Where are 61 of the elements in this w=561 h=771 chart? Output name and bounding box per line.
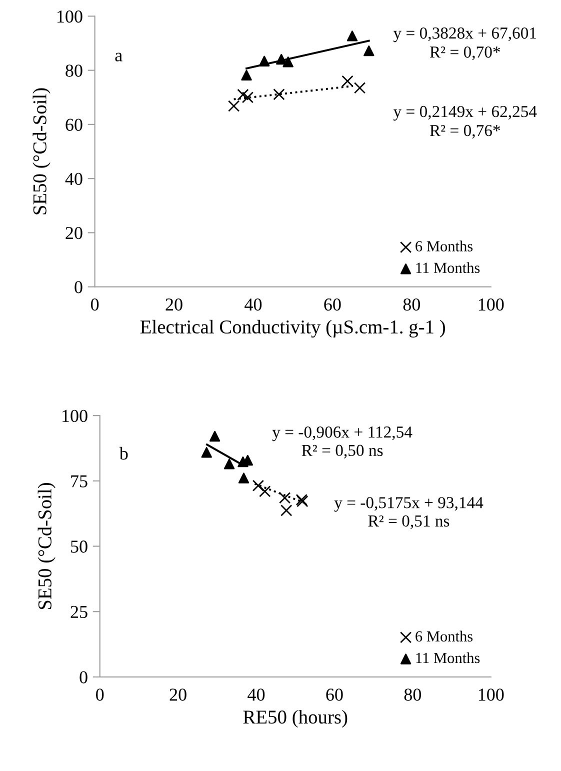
- point: [278, 492, 291, 504]
- annotation: y = -0,5175x + 93,144: [334, 497, 484, 512]
- x-tick-label: 40: [248, 688, 265, 701]
- annotation: R² = 0,50 ns: [302, 444, 383, 458]
- y-tick-label: 0: [74, 281, 82, 294]
- point: [346, 30, 358, 42]
- point: [280, 504, 292, 516]
- y-tick-label: 75: [71, 475, 88, 488]
- y-tick-label: 50: [71, 540, 88, 553]
- y-tick-label: 100: [58, 10, 82, 23]
- y-tick-label: 60: [66, 118, 82, 131]
- y-axis-title: SE50 (°Cd-Soil): [38, 482, 56, 610]
- annotation: R² = 0,76*: [430, 124, 500, 139]
- x-tick-label: 0: [90, 298, 99, 311]
- y-tick-label: 100: [62, 410, 88, 422]
- y-axis-title: SE50 (°Cd-Soil): [32, 88, 50, 214]
- point: [282, 56, 294, 68]
- point: [209, 430, 220, 442]
- annotation: R² = 0,51 ns: [368, 515, 450, 530]
- annotation: a: [115, 52, 122, 62]
- point: [273, 88, 285, 100]
- y-tick-label: 80: [66, 64, 82, 77]
- point: [238, 472, 250, 484]
- y-tick-label: 0: [80, 671, 88, 684]
- x-tick-label: 20: [166, 298, 182, 311]
- annotation: y = 0,2149x + 62,254: [393, 106, 537, 121]
- point: [241, 70, 252, 81]
- x-axis-title: RE50 (hours): [243, 710, 348, 728]
- point: [201, 447, 212, 458]
- annotation: b: [119, 446, 128, 460]
- legend-label: 6 Months: [416, 630, 473, 642]
- x-tick-label: 60: [326, 688, 343, 701]
- x-tick-label: 80: [404, 688, 422, 701]
- point: [364, 45, 374, 56]
- annotation: R² = 0,70*: [430, 46, 500, 60]
- point: [354, 82, 366, 94]
- point: [224, 458, 235, 470]
- legend-label: 11 Months: [416, 262, 480, 274]
- x-tick-label: 0: [96, 688, 104, 701]
- x-tick-label: 60: [324, 298, 341, 311]
- point: [259, 486, 271, 498]
- point: [237, 88, 249, 101]
- x-axis-title: Electrical Conductivity (µS.cm-1. g-1 ): [140, 320, 446, 338]
- x-tick-label: 100: [478, 298, 504, 311]
- legend-label: 6 Months: [416, 240, 473, 252]
- y-tick-label: 25: [70, 606, 88, 618]
- annotation: y = 0,3828x + 67,601: [393, 27, 536, 42]
- x-tick-label: 20: [170, 688, 186, 701]
- annotation: y = -0,906x + 112,54: [272, 426, 412, 442]
- point: [276, 54, 287, 65]
- x-tick-label: 100: [478, 688, 504, 701]
- point: [228, 100, 240, 112]
- y-tick-label: 20: [66, 226, 82, 240]
- point: [258, 56, 270, 66]
- y-tick-label: 40: [65, 172, 82, 186]
- point: [342, 75, 354, 87]
- point: [252, 480, 264, 492]
- point: [242, 92, 254, 104]
- legend-label: 11 Months: [416, 652, 480, 664]
- x-tick-label: 80: [403, 298, 420, 311]
- x-tick-label: 40: [244, 298, 262, 311]
